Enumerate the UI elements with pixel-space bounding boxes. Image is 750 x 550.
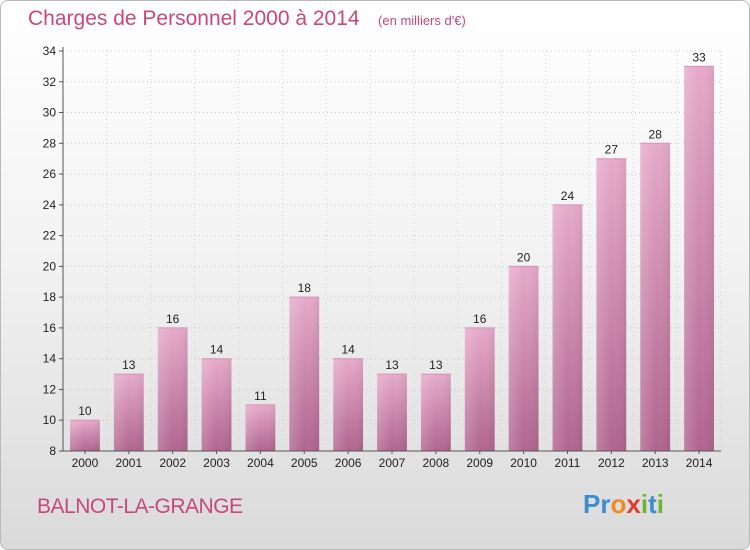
axes: 8 10 12 14 16 18 20 22 24 26 28 30 32 34 2000 2001 2002 2… [43, 44, 721, 470]
y-tick-label: 24 [43, 198, 57, 212]
data-label: 14 [210, 343, 224, 357]
bar-shade [684, 66, 714, 451]
bar-shade [245, 404, 276, 451]
bar-shade [552, 204, 583, 451]
logo-letter: P [583, 489, 601, 519]
logo-letter: t [648, 489, 657, 519]
y-tick-label: 22 [43, 229, 57, 243]
y-tick-label: 32 [43, 75, 57, 89]
logo-letter: i [656, 489, 664, 519]
data-label: 20 [517, 250, 531, 264]
y-tick-label: 16 [43, 321, 57, 335]
data-label: 14 [341, 343, 355, 357]
chart-title: Charges de Personnel 2000 à 2014 [28, 7, 360, 30]
y-tick-label: 8 [49, 444, 56, 458]
chart-subtitle: (en milliers d'€) [378, 13, 466, 28]
bar-shade [596, 158, 627, 451]
x-tick-label: 2009 [466, 456, 493, 470]
bar-shade [289, 297, 320, 451]
x-tick-label: 2005 [291, 456, 318, 470]
bar-shade [201, 358, 232, 451]
y-tick-label: 12 [43, 382, 57, 396]
proxiti-logo[interactable]: Proxiti [583, 489, 664, 520]
data-label: 13 [429, 358, 443, 372]
data-label: 13 [122, 358, 136, 372]
bars: 10 13 16 14 11 18 14 13 13 16 20 24 27 28 33 [70, 50, 714, 452]
bar-shade [333, 358, 364, 451]
y-tick-label: 26 [43, 167, 57, 181]
x-tick-label: 2007 [379, 456, 406, 470]
bar-shade [70, 420, 100, 451]
bar-shade [464, 327, 495, 451]
data-label: 24 [561, 189, 575, 203]
logo-letter: r [600, 489, 611, 519]
data-label: 33 [692, 50, 706, 64]
x-tick-label: 2008 [423, 456, 450, 470]
bar-shade [420, 374, 451, 451]
data-label: 18 [298, 281, 312, 295]
y-tick-label: 14 [43, 352, 57, 366]
data-label: 10 [78, 404, 92, 418]
y-tick-label: 34 [43, 44, 57, 58]
data-label: 16 [166, 312, 180, 326]
x-tick-label: 2001 [115, 456, 142, 470]
bar-shade [640, 143, 671, 452]
x-tick-label: 2014 [686, 456, 713, 470]
y-tick-label: 18 [43, 290, 57, 304]
data-label: 13 [385, 358, 399, 372]
logo-letter: o [610, 489, 627, 519]
x-tick-label: 2012 [598, 456, 625, 470]
logo-letter: i [640, 489, 649, 519]
x-tick-label: 2003 [203, 456, 230, 470]
x-tick-label: 2010 [510, 456, 537, 470]
y-tick-label: 20 [43, 259, 57, 273]
x-tick-label: 2006 [335, 456, 362, 470]
x-tick-label: 2000 [72, 456, 99, 470]
y-tick-label: 30 [43, 106, 57, 120]
y-tick-label: 10 [43, 413, 57, 427]
x-tick-label: 2011 [555, 456, 581, 470]
x-tick-label: 2013 [642, 456, 669, 470]
bar-shade [508, 266, 539, 451]
data-label: 16 [473, 312, 487, 326]
data-label: 28 [649, 127, 663, 141]
town-name: BALNOT-LA-GRANGE [37, 495, 243, 518]
bar-shade [113, 374, 144, 451]
bar-shade [157, 327, 188, 451]
logo-letter: x [626, 489, 641, 519]
data-label: 27 [605, 143, 619, 157]
title-row: Charges de Personnel 2000 à 2014 (en mil… [28, 7, 466, 31]
x-tick-label: 2004 [247, 456, 274, 470]
bar-shade [377, 374, 407, 451]
data-label: 11 [254, 389, 267, 403]
y-tick-label: 28 [43, 136, 57, 150]
x-tick-label: 2002 [159, 456, 186, 470]
